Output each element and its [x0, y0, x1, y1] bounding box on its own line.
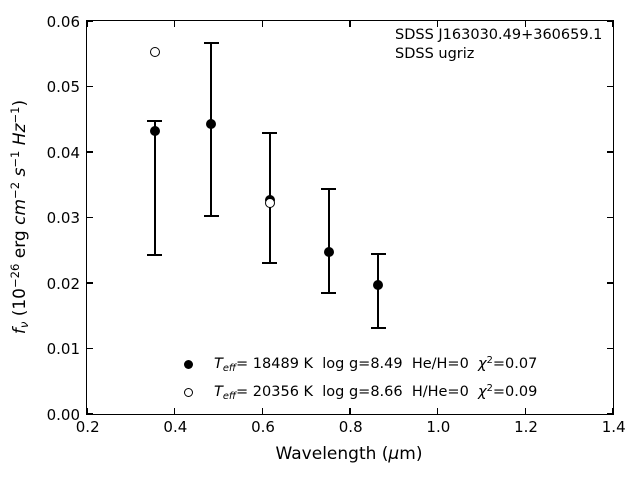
- x-tick-label: 0.6: [251, 418, 275, 436]
- annotation-survey-bands: SDSS ugriz: [395, 45, 475, 62]
- data-layer: [86, 20, 614, 415]
- data-point-open: [149, 46, 160, 57]
- y-tick-right: [607, 413, 613, 415]
- y-tick-label: 0.02: [46, 274, 80, 293]
- y-tick-left: [87, 413, 93, 415]
- x-tick-top: [261, 21, 264, 27]
- y-tick-label: 0.00: [46, 405, 80, 424]
- legend-label-1: Teff= 18489 K log g=8.49 He/H=0 χ2=0.07: [214, 354, 538, 374]
- error-bar-cap-bottom: [203, 214, 219, 217]
- error-bar-cap-bottom: [262, 261, 278, 264]
- x-tick-bottom: [436, 408, 439, 414]
- legend-item-1: Teff= 18489 K log g=8.49 He/H=0 χ2=0.07: [184, 354, 537, 374]
- y-tick-label: 0.01: [46, 340, 80, 359]
- x-tick-label: 1.2: [514, 418, 538, 436]
- x-tick-top: [173, 21, 176, 27]
- error-bar-cap-top: [203, 42, 219, 45]
- error-bar: [327, 188, 330, 294]
- y-tick-left: [87, 151, 93, 153]
- error-bar-cap-top: [321, 187, 337, 190]
- x-tick-bottom: [173, 408, 176, 414]
- y-tick-left: [87, 216, 93, 219]
- y-tick-label: 0.04: [46, 143, 80, 162]
- y-tick-left: [87, 85, 93, 88]
- data-point-filled: [323, 246, 334, 257]
- data-point-filled: [149, 126, 160, 137]
- error-bar-cap-top: [147, 120, 163, 123]
- data-point-filled: [206, 118, 217, 129]
- error-bar-cap-top: [262, 132, 278, 134]
- y-tick-right: [607, 347, 613, 350]
- data-point-filled: [373, 279, 384, 290]
- error-bar: [377, 254, 380, 329]
- x-tick-top: [86, 21, 88, 27]
- error-bar: [210, 43, 213, 216]
- data-point-open: [264, 198, 275, 209]
- x-tick-top: [349, 21, 351, 27]
- x-tick-label: 0.4: [163, 418, 188, 436]
- x-tick-bottom: [612, 408, 614, 414]
- y-tick-left: [87, 20, 93, 22]
- y-tick-left: [87, 282, 93, 284]
- x-tick-label: 1.4: [601, 418, 626, 436]
- x-tick-top: [524, 21, 527, 27]
- annotation-object-id: SDSS J163030.49+360659.1: [395, 27, 603, 43]
- error-bar: [153, 121, 156, 256]
- y-tick-right: [607, 151, 613, 153]
- open-circle-icon: [184, 387, 193, 397]
- x-tick-label: 1.0: [426, 418, 451, 436]
- y-tick-label: 0.03: [46, 209, 80, 228]
- y-tick-label: 0.06: [46, 12, 80, 31]
- y-tick-right: [607, 85, 613, 88]
- x-axis-label: Wavelength (μm): [275, 444, 423, 464]
- x-tick-bottom: [524, 408, 527, 414]
- x-tick-bottom: [349, 408, 351, 414]
- filled-circle-icon: [184, 359, 193, 369]
- legend-label-2: Teff= 20356 K log g=8.66 H/He=0 χ2=0.09: [214, 382, 538, 402]
- y-tick-left: [87, 347, 93, 350]
- x-tick-bottom: [86, 408, 88, 414]
- y-tick-right: [607, 282, 613, 284]
- x-tick-label: 0.8: [338, 418, 363, 436]
- y-tick-label: 0.05: [46, 78, 80, 97]
- plot-area: [86, 20, 614, 415]
- legend-item-2: Teff= 20356 K log g=8.66 H/He=0 χ2=0.09: [184, 382, 537, 402]
- x-tick-top: [612, 21, 614, 27]
- error-bar-cap-bottom: [147, 254, 163, 257]
- error-bar-cap-top: [370, 253, 386, 256]
- y-tick-right: [607, 20, 613, 22]
- x-tick-label: 0.2: [75, 418, 100, 436]
- x-tick-bottom: [261, 408, 264, 414]
- y-tick-right: [607, 216, 613, 219]
- error-bar-cap-bottom: [321, 292, 337, 295]
- error-bar-cap-bottom: [370, 327, 386, 330]
- annotation-block: SDSS J163030.49+360659.1 SDSS ugriz: [395, 26, 602, 63]
- x-tick-top: [436, 21, 439, 27]
